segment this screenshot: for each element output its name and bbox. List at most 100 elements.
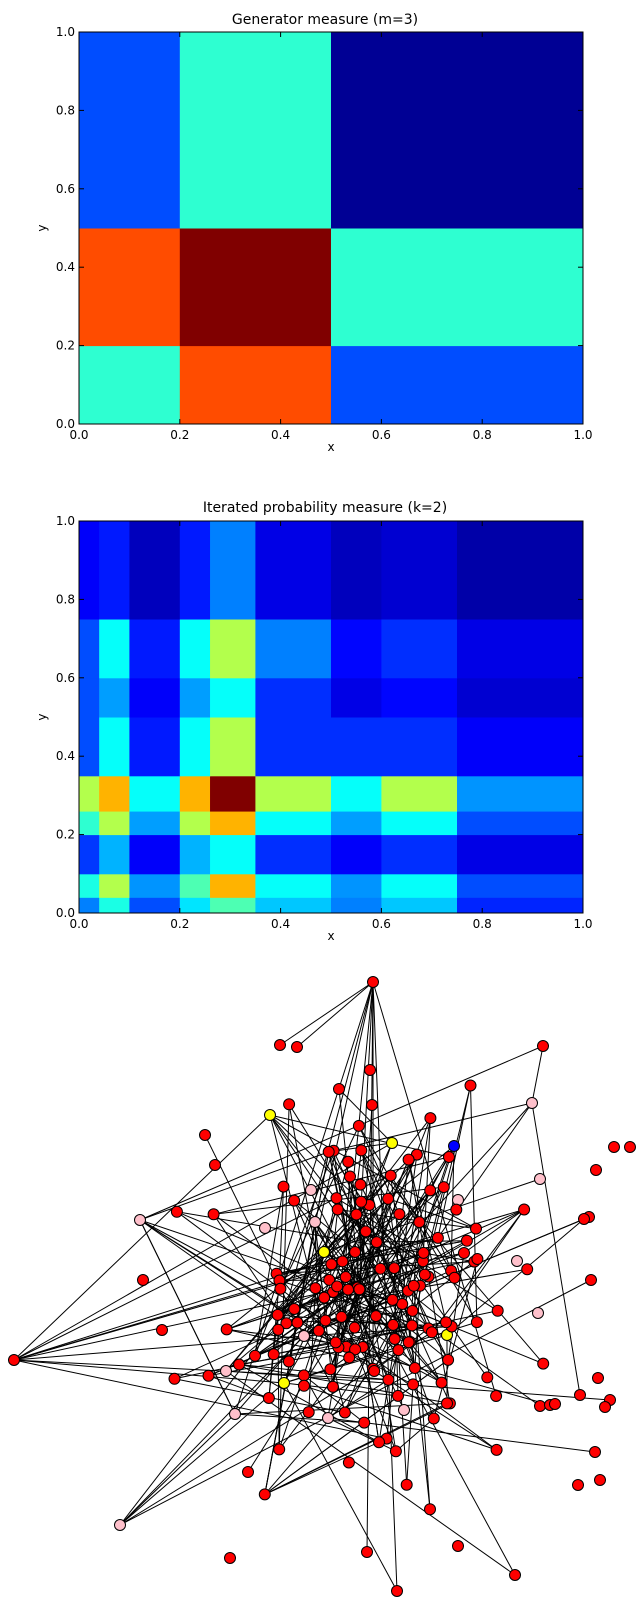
network-edge bbox=[139, 1219, 236, 1415]
network-node-red bbox=[312, 1324, 325, 1337]
network-node-red bbox=[537, 1357, 550, 1370]
network-edge bbox=[288, 1104, 325, 1298]
network-node-red bbox=[156, 1324, 168, 1336]
heatmap-cell bbox=[255, 521, 332, 620]
network-edge bbox=[433, 1258, 478, 1419]
x-axis-label: x bbox=[327, 440, 334, 454]
network-node-red bbox=[199, 1129, 211, 1141]
network-node-red bbox=[349, 1343, 362, 1356]
network-edge bbox=[13, 1197, 337, 1361]
heatmap-cell bbox=[457, 717, 584, 777]
network-node-red bbox=[323, 1273, 336, 1286]
network-node-red bbox=[470, 1316, 483, 1329]
x-tick-label: 0.4 bbox=[271, 428, 290, 442]
heatmap-cell bbox=[457, 897, 584, 914]
network-edge bbox=[303, 1385, 497, 1451]
heatmap-cell bbox=[179, 521, 211, 620]
heatmap-cell bbox=[210, 677, 256, 718]
y-axis-label: y bbox=[35, 713, 49, 720]
network-edge bbox=[437, 1102, 533, 1239]
heatmap-cell bbox=[210, 775, 256, 812]
network-node-red bbox=[274, 1039, 286, 1051]
network-edge bbox=[276, 1273, 339, 1348]
network-node-red bbox=[592, 1372, 604, 1384]
network-node-yellow bbox=[278, 1377, 290, 1389]
network-node-red bbox=[509, 1569, 521, 1581]
network-node-red bbox=[342, 1155, 355, 1168]
network-edge bbox=[431, 1209, 525, 1333]
network-edge bbox=[408, 1159, 447, 1323]
y-tick-label: 1.0 bbox=[56, 25, 75, 39]
network-edge bbox=[303, 1375, 365, 1423]
network-node-red bbox=[207, 1208, 220, 1221]
network-node-red bbox=[534, 1400, 546, 1412]
heatmap-cell bbox=[79, 775, 100, 812]
network-node-red bbox=[578, 1213, 590, 1225]
network-node-red bbox=[367, 976, 379, 988]
y-tick-label: 0.4 bbox=[56, 749, 75, 763]
network-node-red bbox=[170, 1205, 183, 1218]
x-tick-label: 0.4 bbox=[271, 917, 290, 931]
network-edge bbox=[13, 1359, 389, 1381]
network-node-red bbox=[585, 1274, 597, 1286]
heatmap-cell bbox=[331, 897, 382, 914]
heatmap-cell bbox=[79, 619, 100, 679]
heatmap-cell bbox=[457, 873, 584, 898]
network-edge bbox=[254, 1186, 284, 1356]
network-node-red bbox=[272, 1323, 285, 1336]
plot-frame bbox=[78, 31, 584, 425]
heatmap-cell bbox=[331, 775, 382, 812]
network-edge bbox=[358, 1154, 418, 1290]
network-node-red bbox=[273, 1443, 286, 1456]
network-node-red bbox=[242, 1466, 254, 1478]
network-edge bbox=[445, 1209, 525, 1323]
heatmap-cell bbox=[255, 811, 332, 836]
network-node-red bbox=[342, 1283, 355, 1296]
x-tick-label: 0.8 bbox=[473, 917, 492, 931]
network-node-red bbox=[392, 1389, 404, 1402]
network-node-red bbox=[590, 1164, 602, 1176]
network-edge bbox=[470, 1085, 478, 1323]
network-edge bbox=[293, 1200, 330, 1281]
network-node-red bbox=[298, 1379, 310, 1392]
network-node-pink bbox=[229, 1408, 241, 1420]
heatmap-cell bbox=[179, 775, 211, 812]
network-edge bbox=[314, 1161, 349, 1289]
network-edge bbox=[531, 1045, 544, 1104]
heatmap-cell bbox=[79, 345, 181, 425]
network-node-red bbox=[417, 1246, 430, 1259]
network-node-blue bbox=[448, 1140, 460, 1152]
network-node-red bbox=[572, 1479, 584, 1491]
heatmap-cell bbox=[255, 834, 332, 875]
network-edge bbox=[437, 1085, 471, 1239]
network-node-red bbox=[274, 1282, 287, 1295]
heatmap-cell bbox=[79, 834, 100, 875]
network-edge bbox=[278, 1357, 350, 1450]
network-node-red bbox=[324, 1363, 337, 1376]
network-node-red bbox=[407, 1378, 420, 1391]
network-edge bbox=[13, 1114, 271, 1361]
heatmap-cell bbox=[331, 834, 382, 875]
network-edge bbox=[13, 1359, 285, 1384]
network-node-red bbox=[431, 1231, 444, 1244]
network-edge bbox=[446, 1218, 585, 1336]
network-edge bbox=[392, 1159, 410, 1300]
network-node-red bbox=[224, 1552, 236, 1564]
x-tick-label: 0.0 bbox=[69, 428, 88, 442]
network-edge bbox=[269, 1114, 362, 1203]
network-edge bbox=[342, 1154, 418, 1262]
network-edge bbox=[239, 1364, 389, 1381]
network-edge bbox=[119, 1382, 285, 1526]
network-edge bbox=[414, 1367, 431, 1510]
y-axis-label: y bbox=[35, 224, 49, 231]
heatmap-cell bbox=[129, 619, 181, 679]
network-node-red bbox=[450, 1203, 463, 1216]
heatmap-cell bbox=[79, 873, 100, 898]
heatmap-cell bbox=[129, 717, 181, 777]
heatmap-cell bbox=[381, 897, 458, 914]
network-edge bbox=[208, 1375, 270, 1399]
network-edge bbox=[234, 1413, 365, 1424]
network-node-red bbox=[608, 1141, 620, 1153]
heatmap-cell bbox=[331, 873, 382, 898]
network-node-red bbox=[344, 1170, 356, 1183]
